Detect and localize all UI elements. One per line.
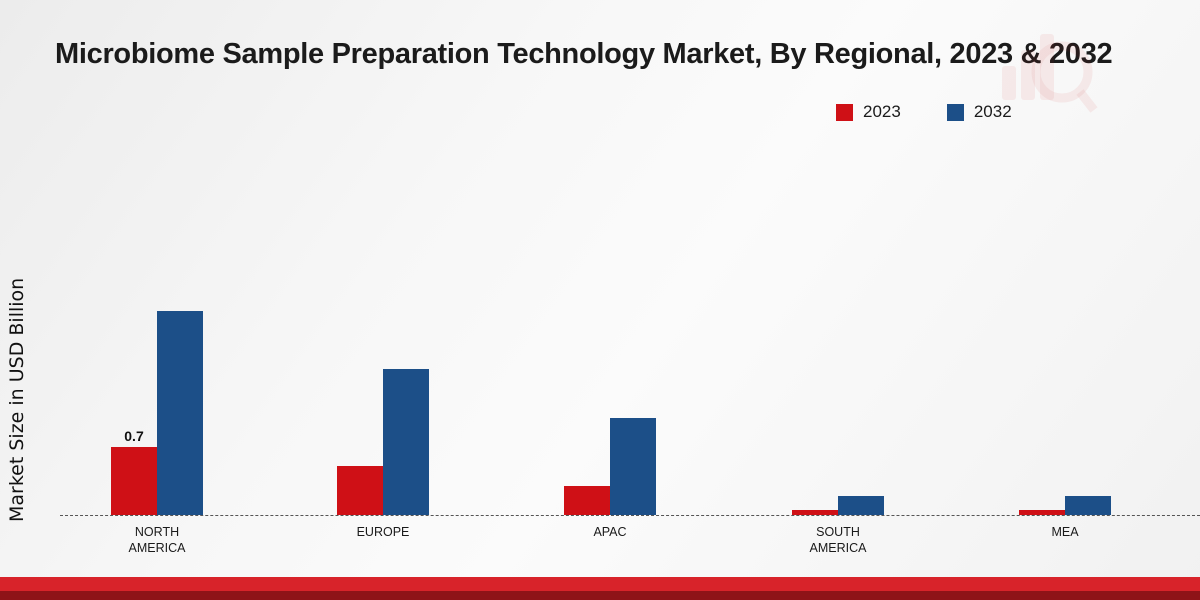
bar-2032-north-america [157, 311, 203, 515]
footer-band-top [0, 577, 1200, 591]
bar-group-south-america [792, 496, 884, 515]
bar-2023-europe [337, 466, 383, 515]
bar-group-north-america: 0.7 [111, 311, 203, 515]
bar-2032-mea [1065, 496, 1111, 515]
legend-swatch-2032-icon [946, 103, 964, 121]
legend-label-2032: 2032 [973, 102, 1012, 121]
bar-group-apac [564, 418, 656, 515]
bar-2023-apac [564, 486, 610, 515]
bar-2032-europe [383, 369, 429, 515]
bar-group-mea [1019, 496, 1111, 515]
bar-2032-south-america [838, 496, 884, 515]
category-label-mea: MEA [1051, 525, 1079, 539]
bar-group-europe [337, 369, 429, 515]
bar-2032-apac [610, 418, 656, 515]
bar-value-label: 0.7 [124, 428, 144, 444]
category-label-europe: EUROPE [356, 525, 410, 539]
x-axis-baseline [60, 515, 1200, 516]
category-label-south-america: SOUTH AMERICA [809, 525, 867, 556]
market-research-watermark-logo [988, 20, 1100, 120]
footer-band [0, 577, 1200, 600]
legend-item-2023: 2023 [836, 102, 901, 122]
category-label-north-america: NORTH AMERICA [128, 525, 186, 556]
legend: 2023 2032 [836, 102, 1012, 122]
bar-2023-north-america: 0.7 [111, 428, 157, 515]
legend-item-2032: 2032 [946, 102, 1012, 122]
category-label-apac: APAC [593, 525, 627, 539]
bar-2023-mea [1019, 510, 1065, 515]
legend-swatch-2023-icon [836, 103, 853, 121]
legend-label-2023: 2023 [863, 102, 901, 121]
footer-band-bottom [0, 591, 1200, 600]
bar-2023-south-america [792, 510, 838, 515]
chart-title: Microbiome Sample Preparation Technology… [55, 38, 1113, 70]
